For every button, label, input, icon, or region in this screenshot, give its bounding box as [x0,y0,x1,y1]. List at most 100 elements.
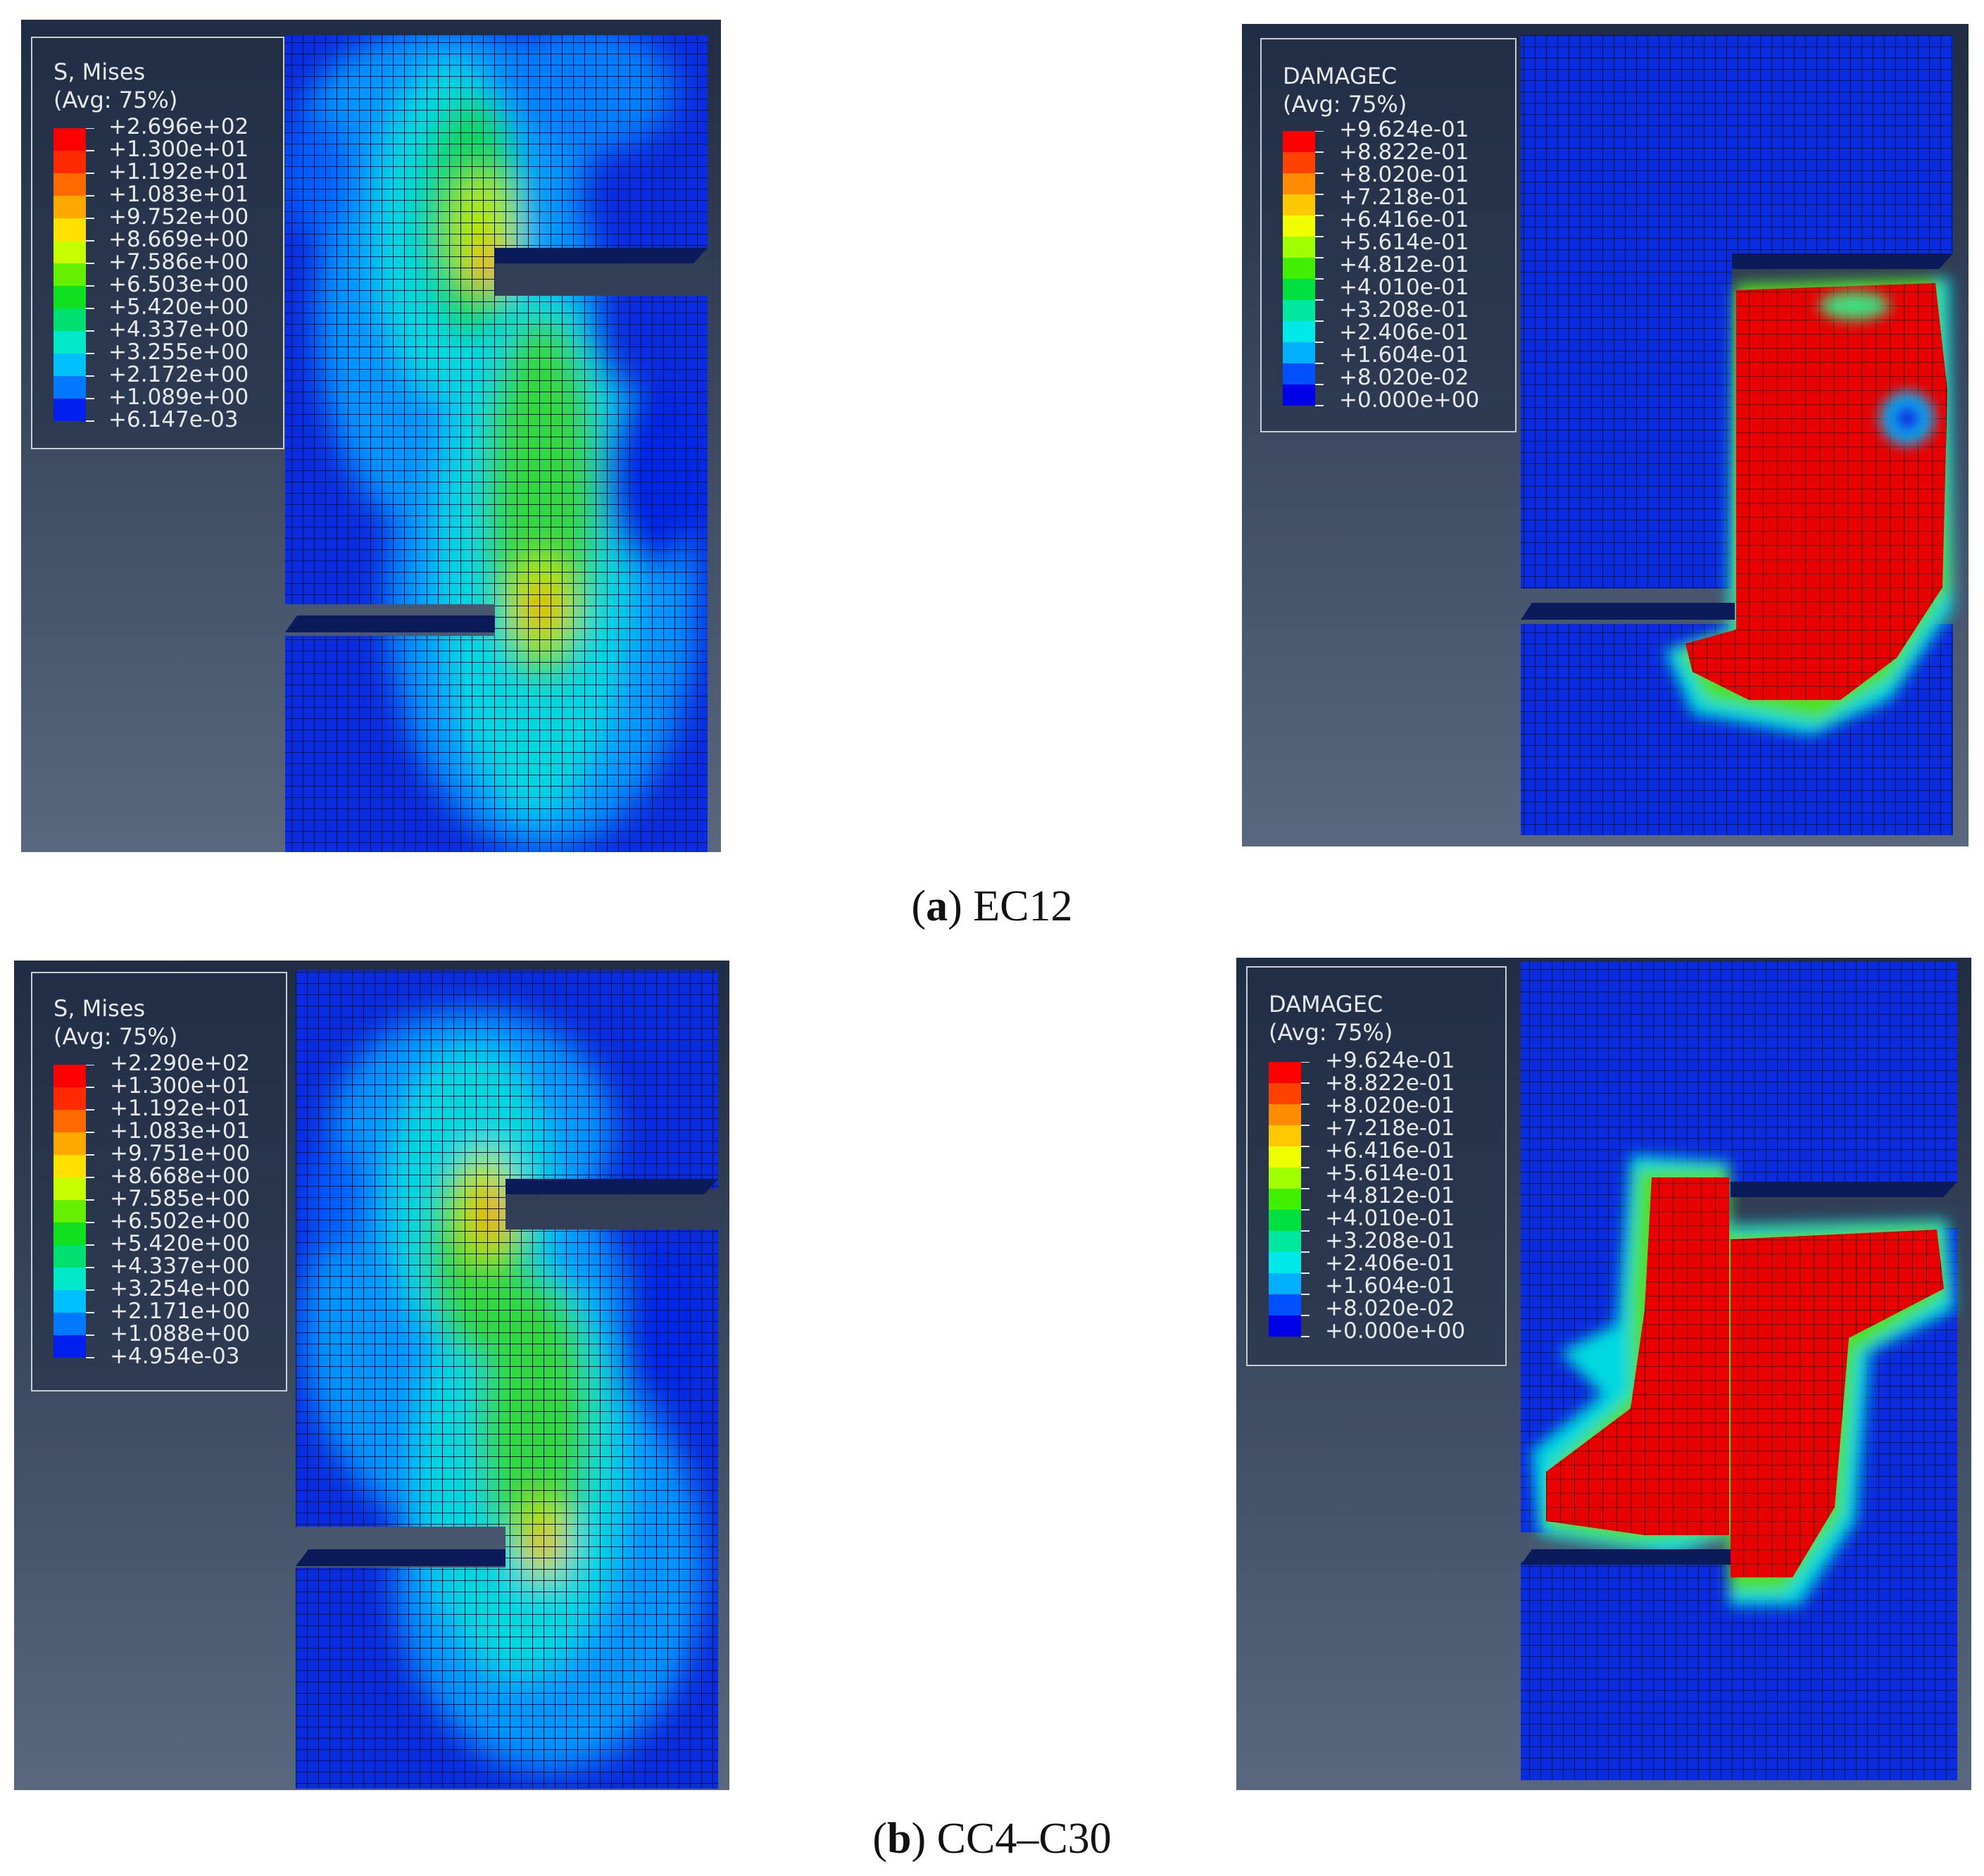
scale-color-block [1283,194,1315,215]
legend-value: +7.218e-01 [1325,1115,1455,1141]
legend-value: +0.000e+00 [1339,387,1480,413]
legend-subtitle: (Avg: 75%) [54,1023,178,1050]
legend-value: +6.147e-03 [108,407,239,432]
scale-color-block [1269,1062,1301,1083]
scale-color-block [1269,1104,1301,1125]
scale-color-block [54,173,86,196]
scale-color-block [54,196,86,218]
color-scale-bar [54,128,94,422]
scale-color-block [54,376,86,399]
legend-value: +3.254e+00 [110,1276,251,1301]
scale-color-block [54,218,86,241]
legend-value: +1.088e+00 [110,1321,251,1346]
scale-color-block [54,1290,86,1313]
caption-letter: a [926,882,948,930]
legend-value: +0.000e+00 [1325,1318,1466,1344]
scale-color-block [54,263,86,286]
damage-panel-b: DAMAGEC (Avg: 75%) +9.624e-01 +8.822e-01… [1236,958,1971,1790]
scale-color-block [1283,215,1315,237]
scale-color-block [54,1313,86,1335]
scale-color-block [1283,342,1315,363]
legend-value: +5.420e+00 [110,1231,251,1256]
legend-subtitle: (Avg: 75%) [1269,1019,1393,1046]
legend-value: +8.020e-01 [1339,162,1469,187]
legend-value: +8.822e-01 [1325,1070,1455,1096]
legend-value: +7.585e+00 [110,1186,251,1211]
scale-color-block [1269,1210,1301,1231]
scale-color-block [1283,384,1315,406]
color-scale-bar [1269,1062,1310,1337]
legend-value: +2.172e+00 [108,362,249,387]
caption-a: (a) EC12 [911,882,1073,930]
legend-value: +7.218e-01 [1339,185,1469,210]
legend-value: +1.083e+01 [110,1118,251,1144]
legend-value: +2.696e+02 [108,114,249,139]
scale-color-block [54,1222,86,1245]
scale-color-block [1269,1083,1301,1104]
legend-value: +1.300e+01 [108,137,249,162]
scale-color-block [54,1065,86,1087]
legend-value: +8.020e-02 [1325,1296,1455,1321]
scale-color-block [1269,1125,1301,1146]
scale-color-block [54,1200,86,1222]
scale-color-block [54,128,86,151]
legend-value: +3.208e-01 [1339,297,1469,323]
scale-color-block [54,1177,86,1200]
damage-contour-plot-b [1236,958,1971,1790]
mises-panel-a: S, Mises (Avg: 75%) +2.696e+02 +1.300e+0… [21,20,721,852]
legend-value: +4.337e+00 [108,317,249,342]
scale-color-block [1283,131,1315,152]
scale-color-block [54,354,86,376]
legend-value: +9.751e+00 [110,1141,251,1166]
damage-legend-a: DAMAGEC (Avg: 75%) +9.624e-01 +8.822e-01… [1260,38,1517,432]
legend-value: +9.624e-01 [1339,117,1469,142]
caption-b: (b) CC4–C30 [872,1815,1112,1863]
legend-value: +1.192e+01 [110,1096,251,1121]
scale-color-block [54,1245,86,1268]
legend-value: +7.586e+00 [108,249,249,275]
scale-color-block [1283,258,1315,279]
legend-title: S, Mises [54,58,146,85]
legend-value: +1.604e-01 [1339,342,1469,368]
legend-title: S, Mises [54,995,146,1022]
legend-value: +8.020e-01 [1325,1093,1455,1118]
damage-legend-b: DAMAGEC (Avg: 75%) +9.624e-01 +8.822e-01… [1246,966,1507,1366]
mises-contour-plot-a [21,20,721,852]
legend-value: +4.010e-01 [1325,1206,1455,1231]
legend-value: +2.171e+00 [110,1299,251,1324]
color-scale-bar [1283,131,1324,406]
color-scale-bar [54,1065,94,1358]
legend-value: +8.822e-01 [1339,139,1469,165]
scale-color-block [1269,1315,1301,1337]
scale-color-block [54,1087,86,1110]
caption-text: EC12 [973,882,1073,930]
legend-value: +1.089e+00 [108,384,249,410]
scale-color-block [54,1335,86,1358]
damage-panel-a: DAMAGEC (Avg: 75%) +9.624e-01 +8.822e-01… [1242,24,1969,846]
mises-legend-a: S, Mises (Avg: 75%) +2.696e+02 +1.300e+0… [31,37,284,449]
scale-color-block [1269,1294,1301,1315]
legend-value: +8.669e+00 [108,227,249,252]
caption-text: CC4–C30 [936,1815,1112,1863]
legend-title: DAMAGEC [1269,991,1383,1018]
legend-value: +4.812e-01 [1325,1183,1455,1208]
scale-color-block [54,1268,86,1290]
scale-color-block [1269,1273,1301,1294]
scale-color-block [1269,1252,1301,1273]
legend-value: +6.502e+00 [110,1208,251,1234]
legend-value: +6.416e-01 [1339,207,1469,232]
legend-value: +5.614e-01 [1339,230,1469,255]
scale-color-block [1269,1146,1301,1168]
mises-contour-plot-b [14,961,729,1790]
legend-value: +5.420e+00 [108,294,249,320]
scale-color-block [54,1155,86,1177]
scale-color-block [1283,237,1315,258]
legend-value: +2.406e-01 [1339,320,1469,345]
scale-color-block [1269,1231,1301,1252]
scale-color-block [54,1132,86,1155]
legend-value: +1.083e+01 [108,182,249,207]
legend-title: DAMAGEC [1283,63,1398,89]
legend-value: +1.192e+01 [108,159,249,185]
scale-color-block [1283,279,1315,300]
mises-legend-b: S, Mises (Avg: 75%) +2.290e+02 +1.300e+0… [31,972,287,1392]
